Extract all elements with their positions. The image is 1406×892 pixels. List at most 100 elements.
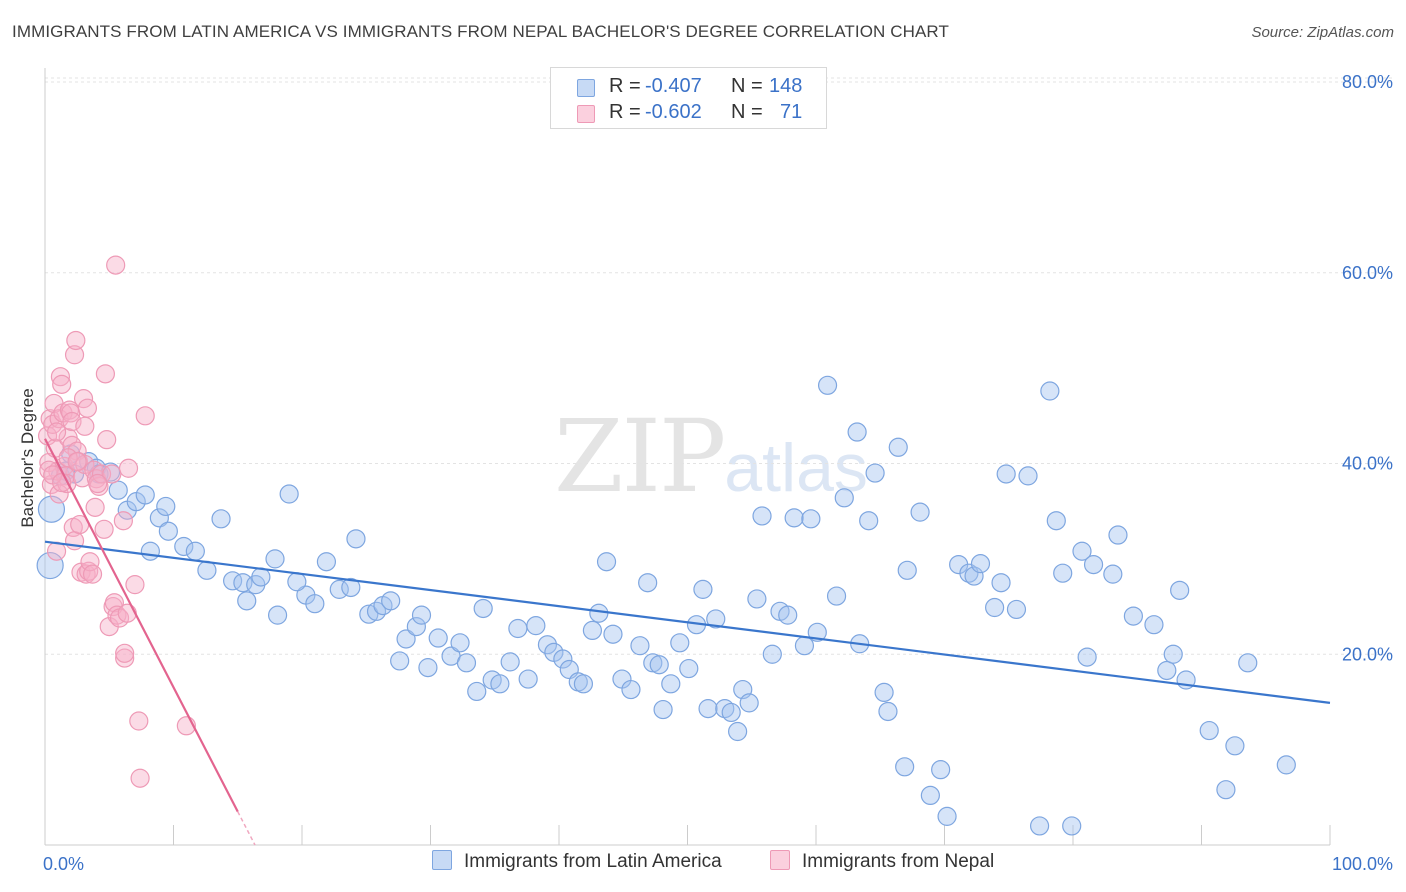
latin-america-point xyxy=(36,551,64,580)
latin-america-point xyxy=(895,757,915,777)
nepal-point xyxy=(113,511,133,531)
latin-america-point xyxy=(778,605,798,625)
latin-america-point xyxy=(784,508,804,528)
nepal-point xyxy=(76,564,96,584)
latin-america-point xyxy=(794,636,815,656)
latin-america-point xyxy=(185,541,205,561)
legend-r-value: -0.602 xyxy=(645,101,702,123)
latin-america-point xyxy=(158,521,178,541)
latin-america-point xyxy=(596,552,617,572)
latin-america-point xyxy=(1170,580,1190,600)
chart-title: IMMIGRANTS FROM LATIN AMERICA VS IMMIGRA… xyxy=(12,22,949,41)
latin-america-point xyxy=(1077,647,1097,667)
latin-america-point xyxy=(721,702,741,723)
latin-america-point xyxy=(834,488,854,508)
latin-america-point xyxy=(174,536,194,557)
latin-america-point xyxy=(1029,816,1050,836)
nepal-trend-extension xyxy=(237,811,256,846)
bottom-legend-label: Immigrants from Latin America xyxy=(464,851,722,872)
legend-r-value: -0.407 xyxy=(645,75,702,97)
bottom-legend-nepal: Immigrants from Nepal xyxy=(770,850,994,873)
latin-america-point xyxy=(1083,554,1104,575)
latin-america-point xyxy=(1006,599,1027,620)
nepal-point xyxy=(117,603,137,623)
legend-r-label: R = xyxy=(609,75,641,97)
nepal-point xyxy=(80,552,100,572)
latin-america-point xyxy=(1163,644,1183,664)
latin-america-point xyxy=(573,674,594,694)
latin-america-point xyxy=(1238,653,1258,673)
latin-america-point xyxy=(970,554,991,574)
latin-america-point xyxy=(508,618,528,639)
latin-america-point xyxy=(553,649,573,669)
latin-america-point xyxy=(1144,615,1164,635)
latin-america-point xyxy=(649,655,669,675)
latin-america-point xyxy=(661,674,681,694)
nepal-point xyxy=(64,345,85,365)
latin-america-point xyxy=(1216,780,1236,800)
nepal-point xyxy=(135,406,155,426)
latin-america-point xyxy=(537,635,558,655)
nepal-point xyxy=(52,374,72,394)
y-tick-label: 40.0% xyxy=(1342,454,1393,474)
latin-america-point xyxy=(279,484,299,504)
legend-n-value: 71 xyxy=(780,101,803,123)
latin-america-point xyxy=(526,616,546,636)
latin-america-point xyxy=(108,480,128,500)
bottom-legend-swatch-latin-america xyxy=(432,850,452,870)
nepal-point xyxy=(62,411,82,432)
latin-america-point xyxy=(267,605,288,625)
nepal-point xyxy=(50,367,71,387)
latin-america-point xyxy=(381,591,401,611)
legend-row-nepal: R = -0.602 N = 71 xyxy=(551,101,826,127)
latin-america-point xyxy=(878,701,898,722)
latin-america-point xyxy=(428,628,448,648)
latin-america-point xyxy=(679,658,699,679)
nepal-point xyxy=(97,430,117,450)
legend-n-label: N = xyxy=(731,101,763,123)
bottom-legend-latin-america: Immigrants from Latin America xyxy=(432,850,722,873)
latin-america-point xyxy=(630,636,650,656)
latin-america-point xyxy=(653,699,673,720)
latin-america-point xyxy=(964,566,984,586)
latin-america-point xyxy=(287,572,307,592)
nepal-point xyxy=(91,464,112,484)
nepal-point xyxy=(106,255,126,275)
latin-america-point xyxy=(693,579,713,599)
watermark: ZIPatlas xyxy=(554,398,868,515)
latin-america-point xyxy=(747,589,767,609)
latin-america-point xyxy=(807,622,827,642)
latin-america-point xyxy=(910,502,930,522)
latin-america-point xyxy=(450,633,470,653)
latin-america-point xyxy=(817,375,838,395)
latin-america-point xyxy=(985,597,1005,618)
legend-n-label: N = xyxy=(731,75,763,97)
nepal-point xyxy=(94,519,114,539)
nepal-point xyxy=(95,364,115,384)
latin-america-point xyxy=(396,629,416,649)
latin-america-point xyxy=(467,681,487,702)
latin-america-point xyxy=(1053,563,1073,583)
y-tick-label: 80.0% xyxy=(1342,72,1393,92)
y-tick-label: 60.0% xyxy=(1342,263,1393,283)
latin-america-point xyxy=(1123,606,1143,626)
latin-america-point xyxy=(847,422,867,442)
nepal-point xyxy=(125,575,145,595)
latin-america-point xyxy=(874,682,894,703)
nepal-point xyxy=(77,398,98,418)
legend-swatch-latin-america xyxy=(577,79,595,97)
nepal-point xyxy=(104,593,124,613)
source-label: Source: ZipAtlas.com xyxy=(1251,24,1394,41)
latin-america-point xyxy=(698,699,718,719)
latin-america-point xyxy=(411,605,432,625)
nepal-point xyxy=(115,648,135,668)
latin-america-point xyxy=(140,541,160,561)
nepal-point xyxy=(130,768,150,788)
legend-r-label: R = xyxy=(609,101,641,123)
bottom-legend-label: Immigrants from Nepal xyxy=(802,851,995,872)
latin-america-point xyxy=(859,511,879,531)
latin-america-point xyxy=(197,560,217,580)
latin-america-point xyxy=(135,485,155,505)
latin-america-point xyxy=(762,644,782,664)
nepal-point xyxy=(75,416,95,436)
